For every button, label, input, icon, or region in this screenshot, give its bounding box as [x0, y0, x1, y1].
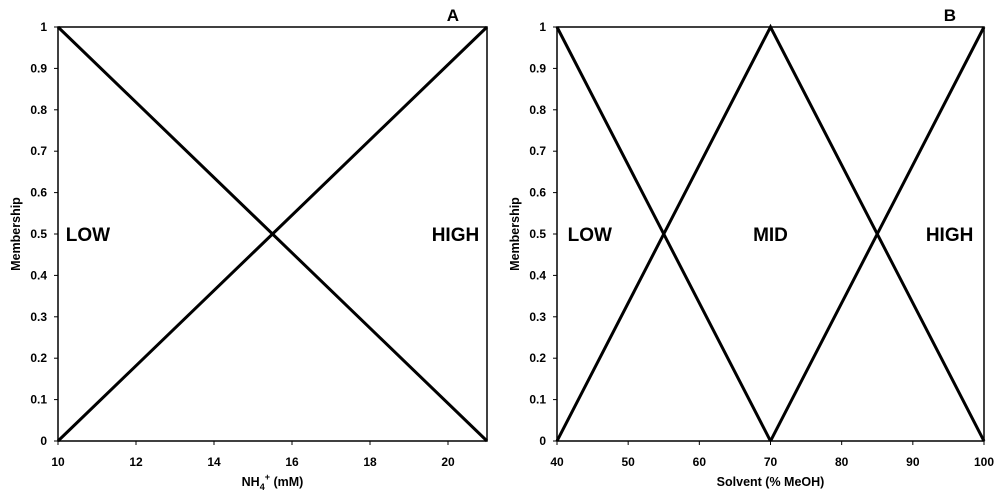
panel-label: A	[447, 6, 459, 25]
x-tick-label: 40	[550, 455, 564, 469]
y-tick-label: 0.3	[529, 310, 546, 324]
x-tick-label: 90	[906, 455, 920, 469]
y-tick-label: 0.3	[30, 310, 47, 324]
panel-a: 0 0.1 0.2 0.3 0.4 0.5 0.6 0.7 0.8 0.9 1 10 12 14 16 18 2…	[9, 6, 489, 492]
y-tick-label: 0.9	[529, 61, 546, 75]
y-tick-label: 0	[40, 434, 47, 448]
y-tick-label: 0	[539, 434, 546, 448]
x-axis-title-base: NH	[242, 475, 260, 489]
y-axis-title: Membership	[9, 197, 23, 271]
region-label: LOW	[568, 225, 612, 246]
region-label: HIGH	[926, 225, 974, 246]
x-tick-label: 50	[621, 455, 635, 469]
panel-label: B	[944, 6, 956, 25]
region-label: HIGH	[432, 225, 480, 246]
y-tick-label: 0.2	[30, 351, 47, 365]
x-tick-label: 14	[207, 455, 221, 469]
x-tick-label: 10	[51, 455, 65, 469]
x-tick-label: 60	[693, 455, 707, 469]
membership-line	[769, 26, 986, 442]
region-label: MID	[753, 225, 788, 246]
y-tick-label: 0.7	[30, 144, 47, 158]
y-tick-label: 0.4	[30, 268, 47, 282]
region-label: LOW	[66, 225, 110, 246]
panel-b: 0 0.1 0.2 0.3 0.4 0.5 0.6 0.7 0.8 0.9 1 40 50 60 70 80 9…	[508, 6, 994, 489]
y-axis-title: Membership	[508, 197, 522, 271]
x-axis-title-superscript: +	[265, 472, 270, 482]
x-tick-label: 100	[974, 455, 994, 469]
y-tick-label: 0.5	[529, 227, 546, 241]
y-tick-label: 0.6	[529, 186, 546, 200]
y-tick-label: 0.8	[30, 103, 47, 117]
y-tick-label: 0.1	[529, 393, 546, 407]
x-axis-title: Solvent (% MeOH)	[717, 475, 825, 489]
x-tick-label: 20	[441, 455, 455, 469]
y-tick-label: 0.4	[529, 268, 546, 282]
x-axis-title-base: Solvent (% MeOH)	[717, 475, 825, 489]
y-tick-label: 1	[40, 20, 47, 34]
y-tick-label: 0.9	[30, 61, 47, 75]
x-tick-label: 70	[764, 455, 778, 469]
y-tick-label: 0.5	[30, 227, 47, 241]
x-tick-label: 12	[129, 455, 143, 469]
x-axis-title-subscript: 4	[260, 482, 265, 492]
x-tick-label: 80	[835, 455, 849, 469]
membership-line	[56, 25, 489, 443]
y-tick-label: 1	[539, 20, 546, 34]
x-tick-label: 16	[285, 455, 299, 469]
y-tick-label: 0.1	[30, 393, 47, 407]
y-tick-label: 0.8	[529, 103, 546, 117]
y-tick-label: 0.6	[30, 186, 47, 200]
x-axis-title: NH4+ (mM)	[242, 472, 304, 492]
x-tick-label: 18	[363, 455, 377, 469]
y-tick-label: 0.2	[529, 351, 546, 365]
membership-line	[555, 23, 986, 442]
x-axis-title-unit: (mM)	[270, 475, 303, 489]
y-tick-label: 0.7	[529, 144, 546, 158]
